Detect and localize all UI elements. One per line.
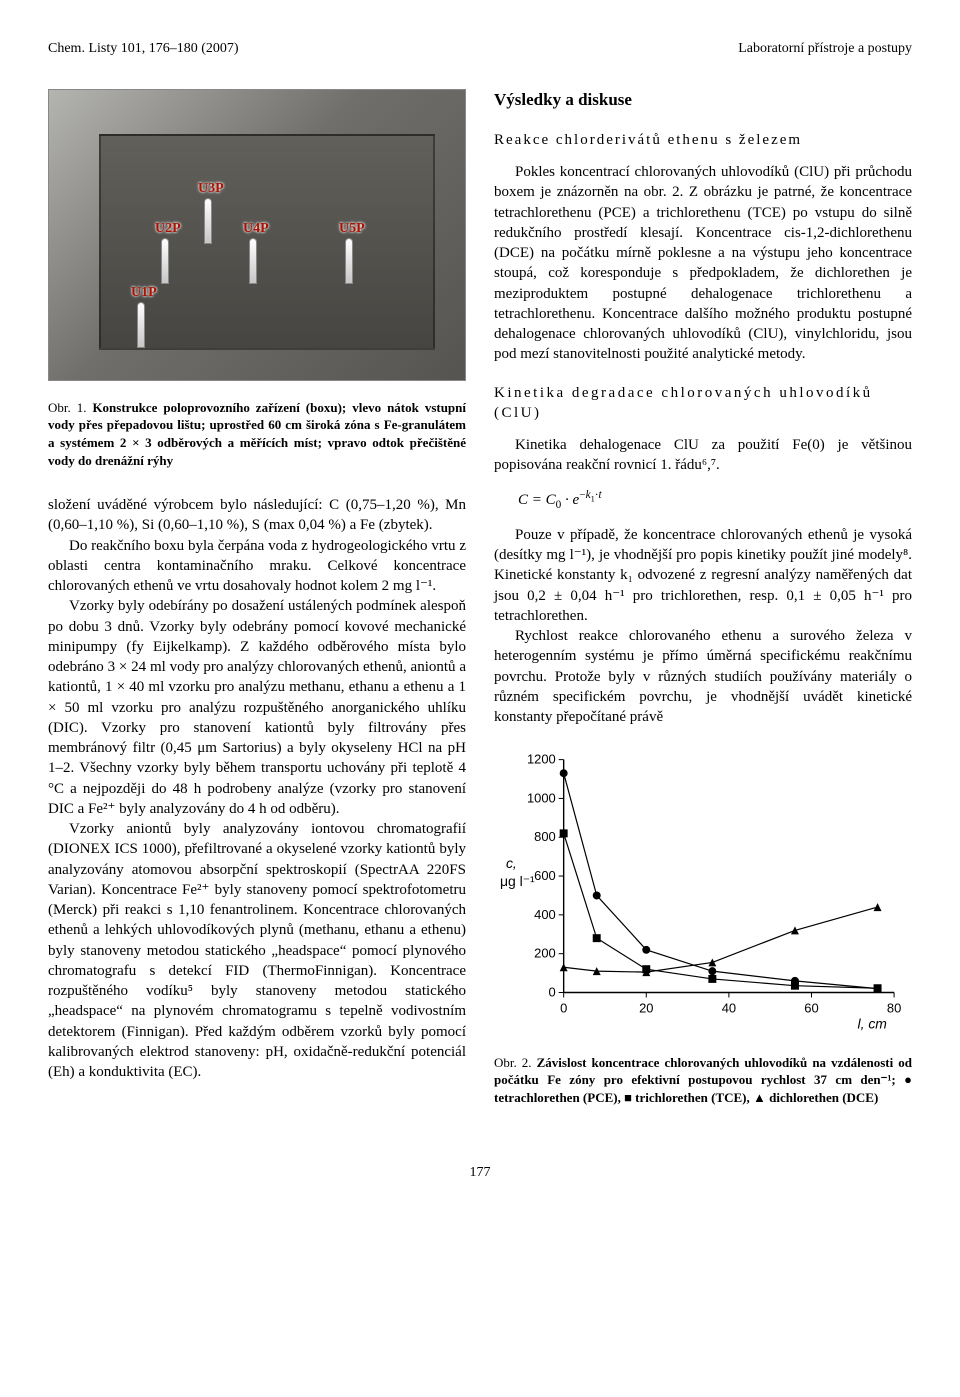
figure-1-caption: Obr. 1. Konstrukce poloprovozního zaříze… (48, 399, 466, 469)
subsection-2: Kinetika degradace chlorovaných uhlovodí… (494, 383, 912, 424)
section-title: Výsledky a diskuse (494, 89, 912, 112)
running-header-right: Laboratorní přístroje a postupy (738, 40, 912, 59)
figure-2-label: Obr. 2. (494, 1055, 532, 1070)
figure-1-label: Obr. 1. (48, 400, 86, 415)
figure-1-image: U3P U2P U4P U5P U1P (48, 89, 466, 381)
right-p3: Pouze v případě, že koncentrace chlorova… (494, 525, 912, 626)
right-p2: Kinetika dehalogenace ClU za použití Fe(… (494, 435, 912, 476)
svg-text:80: 80 (887, 1001, 901, 1016)
left-column: U3P U2P U4P U5P U1P Obr. 1. Konstrukce p… (48, 89, 466, 1132)
svg-text:1200: 1200 (527, 752, 556, 767)
figure-1-caption-text: Konstrukce poloprovozního zařízení (boxu… (48, 400, 466, 468)
figure-pin-u2p: U2P (155, 220, 181, 239)
svg-text:600: 600 (534, 868, 556, 883)
svg-text:1000: 1000 (527, 791, 556, 806)
svg-text:μg l⁻¹: μg l⁻¹ (500, 873, 535, 889)
figure-2-caption: Obr. 2. Závislost koncentrace chlorovaný… (494, 1054, 912, 1107)
figure-pin-u1p: U1P (131, 284, 157, 303)
svg-text:400: 400 (534, 907, 556, 922)
svg-text:20: 20 (639, 1001, 653, 1016)
figure-pin-u5p: U5P (339, 220, 365, 239)
equation-1: C = C0 · e−k1·t (518, 488, 912, 513)
figure-pin-u3p: U3P (198, 180, 224, 199)
running-header-left: Chem. Listy 101, 176–180 (2007) (48, 40, 239, 59)
svg-text:200: 200 (534, 946, 556, 961)
figure-2-chart: 0 200 400 600 800 1000 1200 0 20 40 60 80l, cm c, μg … (494, 743, 912, 1033)
svg-text:c,: c, (506, 855, 517, 871)
subsection-1: Reakce chlorderivátů ethenu s železem (494, 130, 912, 150)
figure-pin-u4p: U4P (243, 220, 269, 239)
svg-text:40: 40 (722, 1001, 736, 1016)
svg-text:0: 0 (549, 985, 556, 1000)
right-p1: Pokles koncentrací chlorovaných uhlovodí… (494, 162, 912, 365)
figure-2-caption-text: Závislost koncentrace chlorovaných uhlov… (494, 1055, 912, 1105)
svg-text:l, cm: l, cm (857, 1016, 886, 1032)
right-column: Výsledky a diskuse Reakce chlorderivátů … (494, 89, 912, 1132)
svg-text:800: 800 (534, 829, 556, 844)
left-p3: Vzorky byly odebírány po dosažení ustále… (48, 596, 466, 819)
left-p4: Vzorky aniontů byly analyzovány iontovou… (48, 819, 466, 1082)
page-number: 177 (48, 1164, 912, 1183)
left-p2: Do reakčního boxu byla čerpána voda z hy… (48, 536, 466, 597)
right-p4: Rychlost reakce chlorovaného ethenu a su… (494, 626, 912, 727)
left-p1: složení uváděné výrobcem bylo následujíc… (48, 495, 466, 536)
svg-text:0: 0 (560, 1001, 567, 1016)
svg-text:60: 60 (804, 1001, 818, 1016)
